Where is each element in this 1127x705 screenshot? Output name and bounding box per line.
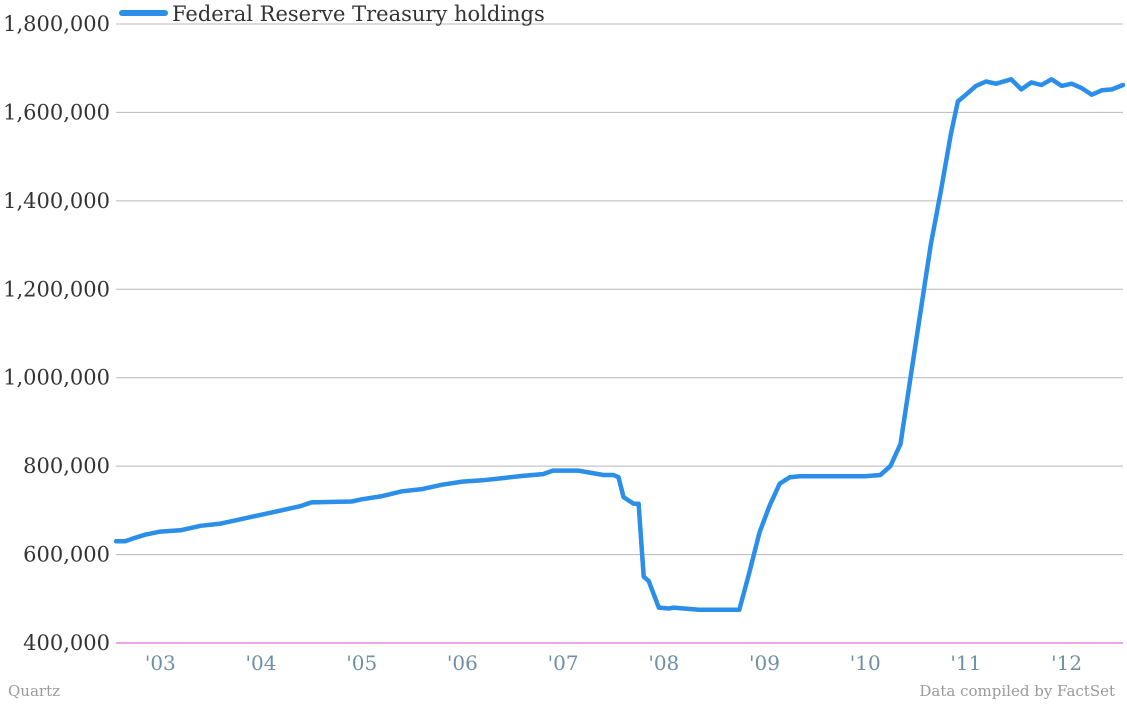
x-axis-ticks: '03 '04 '05 '06 '07 '08 '09 '10 '11 '12: [145, 651, 1082, 675]
y-tick-label: 600,000: [23, 543, 110, 567]
x-tick-label: '11: [950, 651, 981, 675]
y-tick-label: 1,600,000: [3, 100, 110, 124]
series-group: [113, 77, 1126, 613]
y-axis-ticks: 400,000 600,000 800,000 1,000,000 1,200,000 1…: [3, 12, 110, 655]
source-credit-left: Quartz: [8, 682, 61, 700]
x-tick-label: '12: [1051, 651, 1082, 675]
x-tick-label: '03: [145, 651, 176, 675]
series-line: [113, 77, 1126, 613]
y-tick-label: 800,000: [23, 454, 110, 478]
legend: Federal Reserve Treasury holdings: [119, 2, 545, 26]
grid-lines: [116, 23, 1123, 644]
y-tick-label: 1,200,000: [3, 277, 110, 301]
source-credit-right: Data compiled by FactSet: [919, 682, 1115, 700]
legend-label: Federal Reserve Treasury holdings: [172, 2, 545, 26]
y-tick-label: 1,000,000: [3, 366, 110, 390]
x-tick-label: '07: [548, 651, 579, 675]
x-tick-label: '08: [648, 651, 679, 675]
x-tick-label: '10: [850, 651, 881, 675]
x-tick-label: '09: [749, 651, 780, 675]
x-tick-label: '06: [447, 651, 478, 675]
y-tick-label: 400,000: [23, 631, 110, 655]
y-tick-label: 1,400,000: [3, 189, 110, 213]
y-tick-label: 1,800,000: [3, 12, 110, 36]
x-tick-label: '05: [346, 651, 377, 675]
x-tick-label: '04: [246, 651, 277, 675]
